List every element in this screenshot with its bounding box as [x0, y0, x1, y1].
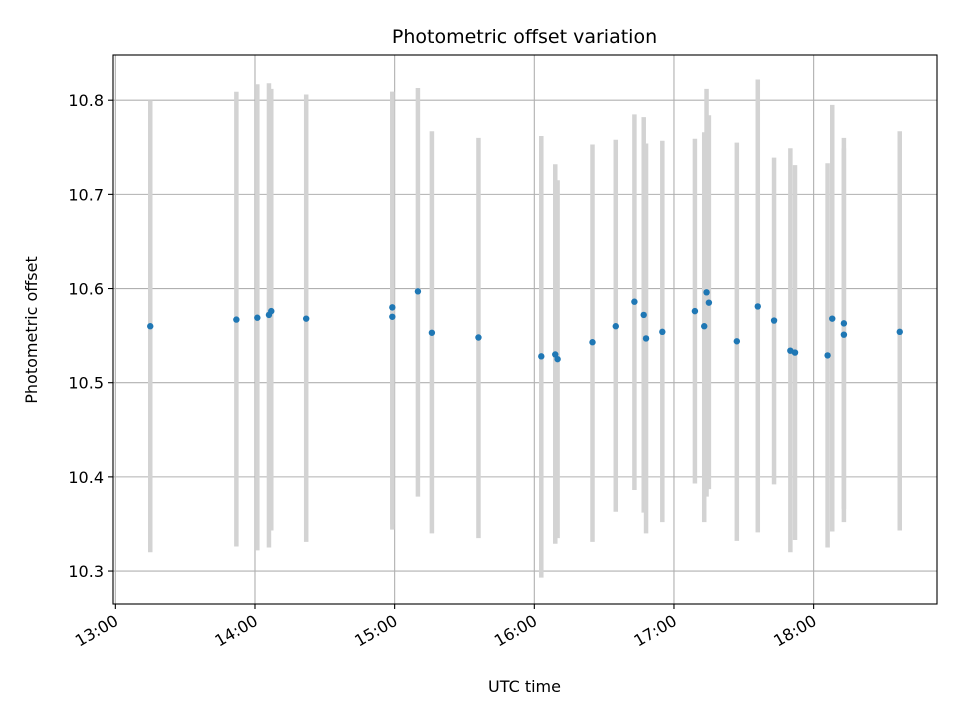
data-point	[428, 329, 436, 336]
y-tick-label: 10.6	[68, 280, 104, 299]
data-point	[896, 328, 903, 336]
data-point	[659, 328, 666, 336]
data-point	[538, 353, 545, 360]
data-point	[840, 331, 848, 338]
data-point	[475, 334, 482, 341]
y-tick-label: 10.4	[68, 468, 104, 487]
data-point	[589, 339, 596, 346]
y-axis-title: Photometric offset	[22, 256, 41, 404]
data-point	[791, 349, 799, 356]
y-tick-label: 10.3	[68, 562, 104, 581]
data-point	[703, 289, 710, 296]
data-point	[754, 303, 761, 310]
data-point	[268, 307, 275, 315]
x-axis-title: UTC time	[488, 677, 561, 696]
plot-frame	[112, 54, 938, 605]
data-point	[389, 313, 396, 320]
data-point	[302, 315, 310, 322]
data-point	[631, 298, 638, 305]
data-point	[733, 338, 741, 345]
data-point	[824, 352, 831, 359]
data-point	[254, 314, 261, 321]
data-point	[829, 315, 836, 322]
y-tick-label: 10.8	[68, 91, 104, 110]
data-point	[691, 307, 699, 315]
data-point	[840, 320, 848, 327]
data-point	[701, 323, 708, 330]
data-point	[147, 323, 154, 330]
y-tick-label: 10.5	[68, 374, 104, 393]
data-point	[612, 323, 619, 330]
y-tick-label: 10.7	[68, 185, 104, 204]
data-point	[642, 335, 650, 342]
data-point	[640, 311, 647, 319]
data-points	[147, 288, 903, 363]
data-point	[554, 355, 561, 363]
grid-lines	[113, 55, 937, 604]
data-point	[705, 299, 713, 306]
chart-title: Photometric offset variation	[392, 26, 657, 48]
data-point	[233, 316, 240, 323]
data-point	[389, 304, 396, 311]
data-point	[414, 288, 422, 295]
y-axis-ticks: 10.3 10.4 10.5 10.6 10.7 10.8	[68, 91, 113, 581]
data-point	[770, 317, 778, 324]
